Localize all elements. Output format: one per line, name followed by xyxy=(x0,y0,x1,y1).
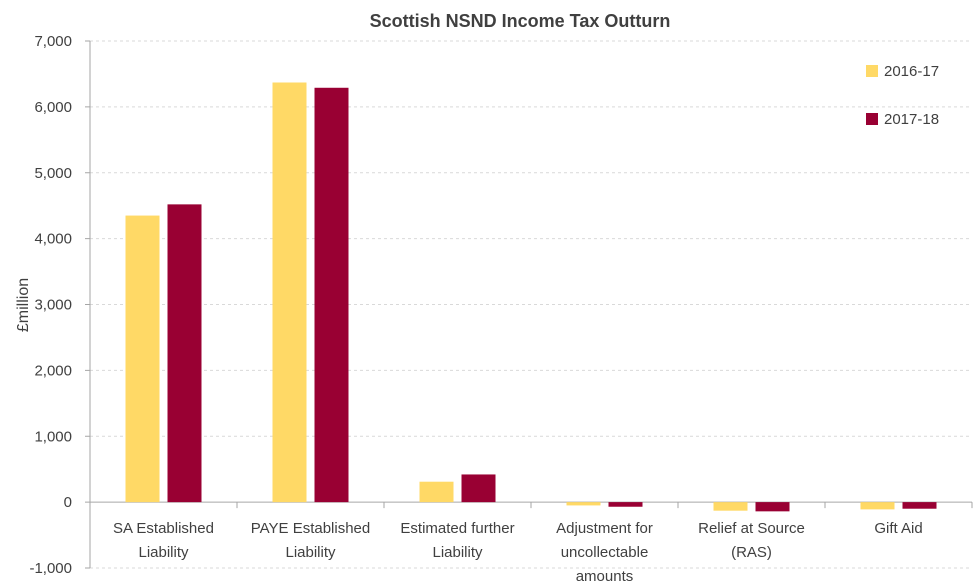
bar-2017-18-4 xyxy=(755,502,790,512)
x-tick-label: (RAS) xyxy=(731,544,772,561)
x-tick-label: Relief at Source xyxy=(698,520,805,537)
x-tick-label: Liability xyxy=(285,544,336,561)
bar-2017-18-5 xyxy=(902,502,937,509)
y-tick-label: 4,000 xyxy=(34,231,72,248)
x-tick-label: PAYE Established xyxy=(251,520,371,537)
x-tick-label: Adjustment for xyxy=(556,520,653,537)
legend-label: 2017-18 xyxy=(884,111,939,128)
x-tick-label: amounts xyxy=(576,568,634,585)
y-axis-label: £million xyxy=(15,278,32,332)
bar-2016-17-3 xyxy=(566,502,601,506)
bars xyxy=(125,82,937,512)
bar-2016-17-5 xyxy=(860,502,895,510)
y-tick-label: 7,000 xyxy=(34,33,72,50)
y-tick-label: 5,000 xyxy=(34,165,72,182)
bar-2017-18-3 xyxy=(608,502,643,507)
y-tick-label: 0 xyxy=(64,494,72,511)
x-tick-label: uncollectable xyxy=(561,544,649,561)
category-labels: SA Established Liability PAYE Established L… xyxy=(113,520,923,585)
chart-title: Scottish NSND Income Tax Outturn xyxy=(370,11,671,31)
x-tick-label: SA Established xyxy=(113,520,214,537)
bar-2017-18-0 xyxy=(167,204,202,503)
x-tick-label: Liability xyxy=(138,544,189,561)
x-tick-label: Gift Aid xyxy=(874,520,922,537)
bar-2017-18-1 xyxy=(314,87,349,503)
y-tick-label: 6,000 xyxy=(34,99,72,116)
y-tick-label: -1,000 xyxy=(29,560,72,577)
x-tick-label: Estimated further xyxy=(400,520,514,537)
bar-2017-18-2 xyxy=(461,474,496,503)
y-tick-label: 3,000 xyxy=(34,297,72,314)
legend-swatch xyxy=(866,65,878,77)
axes: -1,000 0 1,000 2,000 3,000 4,000 5,000 6,000 7,0… xyxy=(29,33,973,577)
legend: 2016-17 2017-18 xyxy=(866,63,939,128)
y-tick-label: 1,000 xyxy=(34,428,72,445)
legend-swatch xyxy=(866,113,878,125)
gridlines xyxy=(90,40,972,569)
x-tick-label: Liability xyxy=(432,544,483,561)
bar-2016-17-2 xyxy=(419,481,454,503)
bar-2016-17-4 xyxy=(713,502,748,511)
bar-2016-17-1 xyxy=(272,82,307,503)
bar-2016-17-0 xyxy=(125,215,160,503)
y-tick-label: 2,000 xyxy=(34,362,72,379)
legend-label: 2016-17 xyxy=(884,63,939,80)
